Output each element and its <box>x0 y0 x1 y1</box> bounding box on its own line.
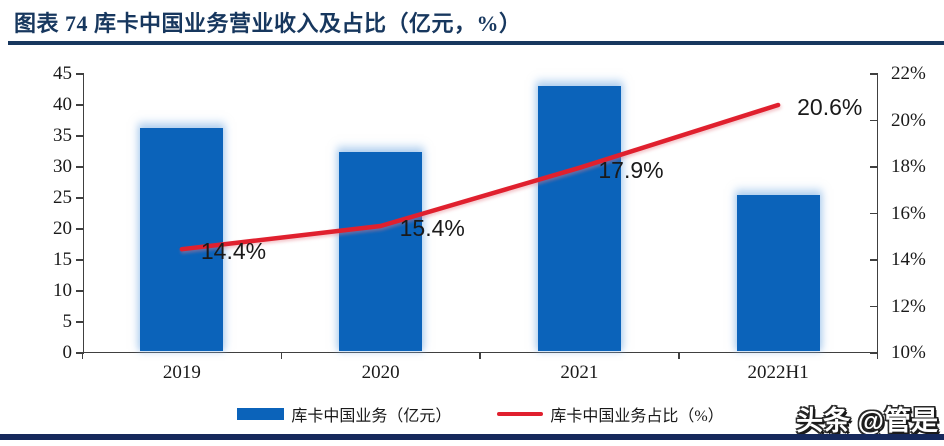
x-axis-tickmark <box>479 351 481 359</box>
y-axis-right-tick-label: 20% <box>891 109 926 131</box>
x-axis-category-label: 2021 <box>560 362 599 383</box>
y-axis-right-tickmark <box>869 212 878 215</box>
y-axis-left-tick-label: 15 <box>53 249 72 270</box>
legend-line-swatch-icon <box>497 411 544 417</box>
line-point-label-2022H1: 20.6% <box>797 94 863 121</box>
legend-bar-label: 库卡中国业务（亿元） <box>291 408 452 425</box>
line-point-label-2020: 15.4% <box>399 214 465 241</box>
y-axis-right-tickmark <box>869 352 878 354</box>
x-axis-tickmark <box>81 351 84 359</box>
y-axis-left-tickmark <box>76 104 84 106</box>
y-axis-left-tick-label: 35 <box>53 125 72 146</box>
y-axis-right-tickmark <box>869 73 878 75</box>
y-axis-left-tick-label: 5 <box>62 311 73 332</box>
bar-2019 <box>140 128 224 352</box>
y-axis-right-tick-label: 16% <box>891 202 926 224</box>
bar-2020 <box>339 152 423 352</box>
y-axis-left-tickmark <box>76 73 84 75</box>
y-axis-left-tickmark <box>76 290 84 292</box>
figure-title: 图表 74 库卡中国业务营业收入及占比（亿元，%） <box>14 11 522 36</box>
y-axis-right-tickmark <box>869 119 878 122</box>
x-axis-tickmark <box>876 351 879 359</box>
legend-item-line: 库卡中国业务占比（%） <box>497 402 724 426</box>
x-axis-category-label: 2019 <box>162 362 201 383</box>
title-underline <box>8 41 944 45</box>
y-axis-left-tick-label: 10 <box>53 280 72 301</box>
legend-line-label: 库卡中国业务占比（%） <box>550 408 724 425</box>
bar-2021 <box>537 86 621 352</box>
y-axis-left-tickmark <box>76 228 84 230</box>
y-axis-left-tickmark <box>76 321 84 323</box>
chart-legend: 库卡中国业务（亿元） 库卡中国业务占比（%） <box>83 402 878 426</box>
ratio-line-path <box>179 102 781 252</box>
toutiao-watermark: 头条 @管是 <box>796 406 938 436</box>
line-point-label-2019: 14.4% <box>200 238 267 265</box>
plot-area: 45 40 35 30 25 20 15 10 5 0 22% 20% 18% 16% 14% 12% 10% 2… <box>53 63 926 383</box>
y-axis-left-tickmark <box>76 352 84 354</box>
y-axis-left-tick-label: 30 <box>53 156 72 177</box>
ratio-line-series <box>179 102 781 252</box>
y-axis-left-tickmark <box>76 166 84 168</box>
x-axis-tickmark <box>678 351 680 359</box>
y-axis-right-tick-label: 10% <box>891 342 926 363</box>
y-axis-right-tickmark <box>869 166 878 168</box>
y-axis-right-tickmark <box>869 305 878 308</box>
bar-2022H1 <box>736 195 820 352</box>
y-axis-right-tickmark <box>869 259 878 261</box>
y-axis-right-tick-label: 14% <box>891 249 926 270</box>
line-point-label-2021: 17.9% <box>598 156 664 183</box>
y-axis-right-tick-label: 12% <box>891 295 926 317</box>
y-axis-right-tick-label: 18% <box>891 156 926 177</box>
y-axis-left-tickmark <box>76 259 84 261</box>
legend-item-bar: 库卡中国业务（亿元） <box>237 402 451 426</box>
y-axis-left-tick-label: 20 <box>53 218 72 239</box>
y-axis-left-tickmark <box>76 197 84 199</box>
y-axis-left-tick-label: 45 <box>53 63 72 84</box>
y-axis-left-tick-label: 40 <box>53 94 72 115</box>
legend-bar-swatch-icon <box>237 408 285 420</box>
bottom-divider <box>0 434 944 440</box>
y-axis-right-tick-label: 22% <box>891 63 926 84</box>
x-axis-category-label: 2022H1 <box>747 362 809 383</box>
y-axis-left-tickmark <box>76 135 84 137</box>
x-axis-category-label: 2020 <box>361 362 400 383</box>
y-axis-left-tick-label: 0 <box>62 342 73 363</box>
y-axis-left-tick-label: 25 <box>53 187 72 208</box>
x-axis-tickmark <box>280 351 282 359</box>
